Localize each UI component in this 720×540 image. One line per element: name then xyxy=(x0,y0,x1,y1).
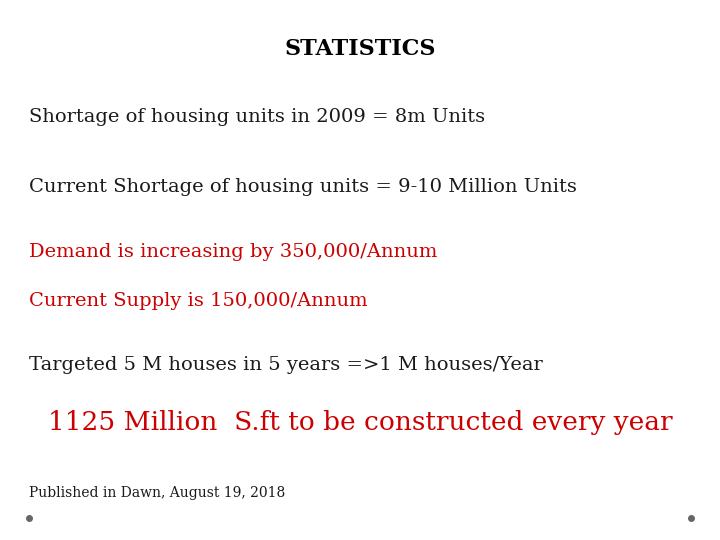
Text: Shortage of housing units in 2009 = 8m Units: Shortage of housing units in 2009 = 8m U… xyxy=(29,108,485,126)
Text: Current Supply is 150,000/Annum: Current Supply is 150,000/Annum xyxy=(29,292,367,309)
Text: Current Shortage of housing units = 9-10 Million Units: Current Shortage of housing units = 9-10… xyxy=(29,178,577,196)
Text: Targeted 5 M houses in 5 years =>1 M houses/Year: Targeted 5 M houses in 5 years =>1 M hou… xyxy=(29,356,543,374)
Text: Demand is increasing by 350,000/Annum: Demand is increasing by 350,000/Annum xyxy=(29,243,437,261)
Text: Published in Dawn, August 19, 2018: Published in Dawn, August 19, 2018 xyxy=(29,486,285,500)
Text: STATISTICS: STATISTICS xyxy=(284,38,436,60)
Text: 1125 Million  S.ft to be constructed every year: 1125 Million S.ft to be constructed ever… xyxy=(48,410,672,435)
